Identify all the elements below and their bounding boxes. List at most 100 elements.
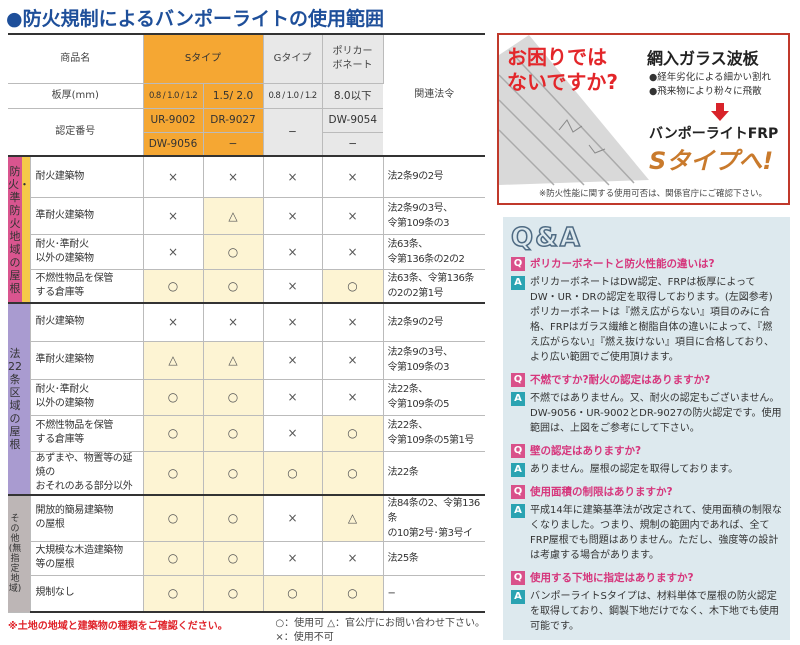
question-text: ポリカーボネートと防火性能の違いは? (530, 258, 715, 270)
building-type: あずまや、物置等の延焼の おそれのある部分以外 (30, 451, 144, 495)
promo-footnote: ※防火性能に関する使用可否は、関係官庁にご確認下さい。 (539, 189, 767, 199)
building-type: 大規模な木造建築物 等の屋根 (30, 541, 144, 576)
related-law: 法84条の2、令第136条 の10第2号･第3号イ (383, 493, 486, 542)
usage-mark: × (322, 541, 384, 576)
usage-mark: × (322, 197, 384, 235)
table-row: その他(無指定地域) 開放的簡易建築物 の屋根 ○ ○ × △ 法84条の2、令第136条 … (8, 493, 486, 613)
building-type: 不燃性物品を保管 する倉庫等 (30, 269, 144, 304)
question-text: 使用する下地に指定はありますか? (530, 572, 694, 584)
answer-icon: A (511, 463, 525, 477)
zone-label: 法22条区域の屋根 (8, 302, 22, 495)
promo-bullet: ●飛来物により粉々に飛散 (649, 86, 762, 97)
usage-mark: ○ (322, 415, 384, 452)
table-row: 耐火･準耐火 以外の建築物 × ○ × × 法63条、 令第136条の2の2 (8, 234, 486, 270)
g-type-header: Gタイプ (263, 33, 323, 84)
zone-label: その他(無指定地域) (8, 493, 22, 613)
usage-mark: ○ (143, 575, 204, 613)
usage-mark: × (322, 302, 384, 342)
legend: ○：使用可 △：官公庁にお問い合わせ下さい。 ×：使用不可 (275, 617, 485, 645)
qa-title: Q&A (510, 222, 582, 254)
promo-bullet: ●経年劣化による細かい割れ (649, 72, 772, 83)
usage-mark: ○ (322, 269, 384, 304)
usage-mark: ○ (322, 575, 384, 613)
legend-ask: △：官公庁にお問い合わせ下さい。 (327, 618, 485, 629)
related-law-header: 関連法令 (383, 33, 486, 157)
related-law: 法22条、 令第109条の5第1号 (383, 415, 486, 452)
legend-ng: ×：使用不可 (275, 632, 334, 643)
usage-mark: × (203, 155, 264, 198)
usage-mark: △ (322, 493, 384, 542)
table-row: 耐火･準耐火 以外の建築物 ○ ○ × × 法22条、 令第109条の5 (8, 379, 486, 416)
zone-stripe (22, 493, 31, 613)
answer-icon: A (511, 590, 525, 604)
fire-regulation-table: 商品名 Sタイプ Gタイプ ポリカー ボネート 関連法令 板厚(mm) 0.8 … (8, 33, 486, 613)
usage-mark: ○ (263, 575, 323, 613)
usage-mark: ○ (203, 541, 264, 576)
promo-product: バンポーライトFRP (649, 126, 779, 142)
table-footer: ※土地の地域と建築物の種類をご確認ください。 ○：使用可 △：官公庁にお問い合わ… (8, 617, 485, 645)
usage-mark: ○ (143, 269, 204, 304)
qa-item: Q 壁の認定はありますか? A ありません。屋根の認定を取得しております。 (511, 443, 782, 477)
answer-icon: A (511, 276, 525, 290)
building-type: 不燃性物品を保管 する倉庫等 (30, 415, 144, 452)
building-type: 開放的簡易建築物 の屋根 (30, 493, 144, 542)
question-text: 不燃ですか?耐火の認定はありますか? (530, 374, 711, 386)
footer-note: ※土地の地域と建築物の種類をご確認ください。 (8, 621, 228, 632)
usage-mark: ○ (263, 451, 323, 495)
usage-mark: ○ (203, 379, 264, 416)
usage-mark: ○ (143, 493, 204, 542)
related-law: 法2条9の3号、 令第109条の3 (383, 341, 486, 380)
usage-mark: × (263, 541, 323, 576)
product-name-label: 商品名 (8, 33, 144, 84)
usage-mark: ○ (143, 541, 204, 576)
qa-section: Q&A Q ポリカーボネートと防火性能の違いは? A ポリカーボネートはDW認定、F… (503, 217, 790, 640)
question-icon: Q (511, 485, 525, 499)
cert-s1b: DW-9056 (143, 132, 204, 157)
usage-mark: × (263, 234, 323, 270)
building-type: 耐火建築物 (30, 302, 144, 342)
table-area: 商品名 Sタイプ Gタイプ ポリカー ボネート 関連法令 板厚(mm) 0.8 … (8, 33, 486, 645)
promo-heading: 網入ガラス波板 (647, 49, 759, 68)
usage-mark: × (263, 269, 323, 304)
thickness-s1: 0.8 / 1.0 / 1.2 (143, 83, 204, 109)
usage-mark: × (203, 302, 264, 342)
related-law: 法22条、 令第109条の5 (383, 379, 486, 416)
question-icon: Q (511, 257, 525, 271)
related-law: 法2条9の2号 (383, 155, 486, 198)
cert-pcb: − (322, 132, 384, 157)
corrugated-sheet-illustration (499, 35, 649, 186)
cert-s2b: − (203, 132, 264, 157)
usage-mark: × (263, 379, 323, 416)
table-row: 防火・準防火地域の屋根 耐火建築物 × × × × 法2条9の2号 (8, 155, 486, 304)
thickness-s2: 1.5/ 2.0 (203, 83, 264, 109)
related-law: 法63条、 令第136条の2の2 (383, 234, 486, 270)
answer-text: 不燃ではありません。又、耐火の認定もございません。DW-9056・UR-9002… (530, 393, 782, 434)
usage-mark: × (263, 155, 323, 198)
thickness-pc: 8.0以下 (322, 83, 384, 109)
question-text: 壁の認定はありますか? (530, 445, 642, 457)
cert-number-label: 認定番号 (8, 108, 144, 157)
answer-text: ポリカーボネートはDW認定、FRPは板厚によってDW・UR・DRの認定を取得して… (530, 277, 774, 363)
table-row: あずまや、物置等の延焼の おそれのある部分以外 ○ ○ ○ ○ 法22条 (8, 451, 486, 495)
usage-mark: × (263, 493, 323, 542)
qa-item: Q 不燃ですか?耐火の認定はありますか? A 不燃ではありません。又、耐火の認定もご… (511, 372, 782, 436)
s-type-header: Sタイプ (143, 33, 264, 84)
qa-item: Q 使用する下地に指定はありますか? A バンポーライトSタイプは、材料単体で屋根の… (511, 570, 782, 634)
building-type: 規制なし (30, 575, 144, 613)
usage-mark: × (322, 234, 384, 270)
question-icon: Q (511, 444, 525, 458)
qa-item: Q 使用面積の制限はありますか? A 平成14年に建築基準法が改定されて、使用面積の… (511, 484, 782, 563)
usage-mark: × (263, 341, 323, 380)
cert-pca: DW-9054 (322, 108, 384, 133)
usage-mark: × (322, 379, 384, 416)
table-row: 不燃性物品を保管 する倉庫等 ○ ○ × ○ 法63条、令第136条 の2の2第1号 (8, 269, 486, 304)
question-icon: Q (511, 571, 525, 585)
answer-text: 平成14年に建築基準法が改定されて、使用面積の制限なくなりました。つまり、規制の… (530, 505, 782, 561)
usage-mark: △ (203, 197, 264, 235)
usage-mark: ○ (143, 379, 204, 416)
usage-mark: × (263, 197, 323, 235)
table-row: 法22条区域の屋根 耐火建築物 × × × × 法2条9の2号 (8, 302, 486, 495)
qa-item: Q ポリカーボネートと防火性能の違いは? A ポリカーボネートはDW認定、FRPは板… (511, 256, 782, 365)
usage-mark: × (143, 302, 204, 342)
usage-mark: ○ (143, 451, 204, 495)
